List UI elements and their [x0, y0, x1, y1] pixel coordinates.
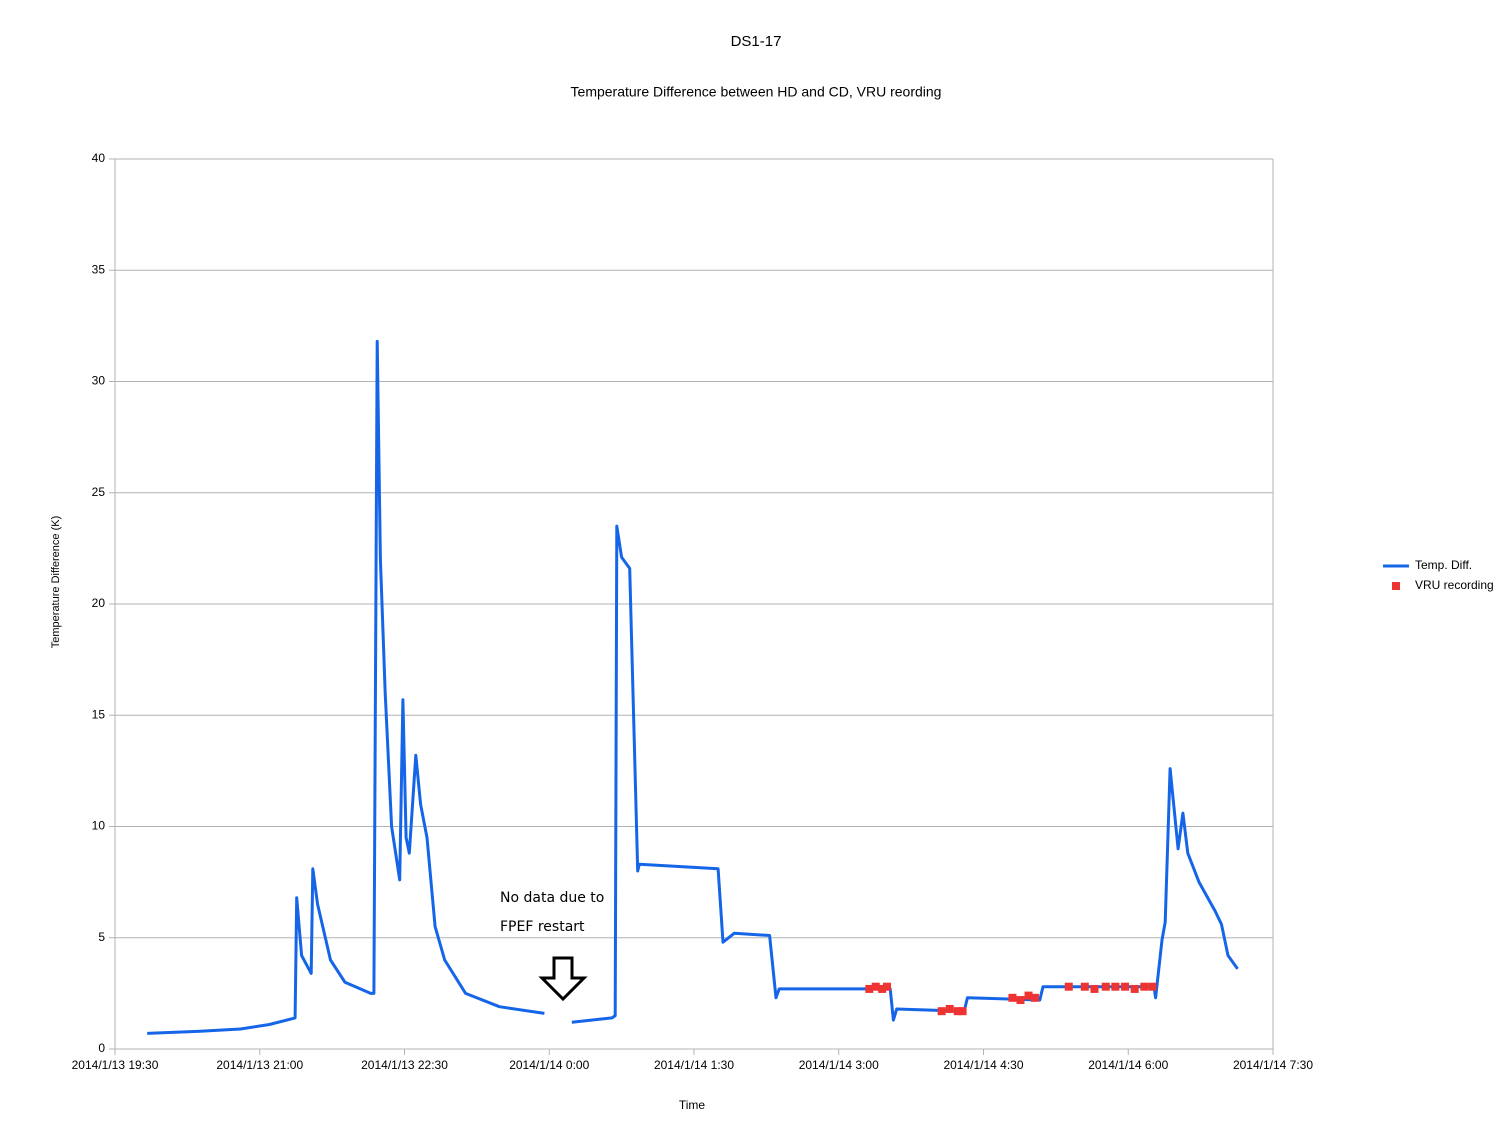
- data-point: [1030, 993, 1039, 1002]
- data-point: [945, 1004, 954, 1013]
- data-point: [1140, 982, 1149, 991]
- x-tick-label: 2014/1/14 3:00: [799, 1058, 879, 1072]
- y-tick-label: 15: [92, 707, 106, 721]
- annotation: No data due to: [500, 890, 604, 906]
- data-point: [1024, 991, 1033, 1000]
- chart-subtitle: Temperature Difference between HD and CD…: [571, 84, 942, 100]
- y-tick-label: 40: [92, 151, 106, 165]
- data-point: [1130, 984, 1139, 993]
- data-point: [1008, 993, 1017, 1002]
- y-tick-label: 10: [92, 819, 106, 833]
- data-point: [958, 1007, 967, 1016]
- data-point: [1080, 982, 1089, 991]
- y-tick-label: 30: [92, 374, 106, 388]
- y-tick-label: 0: [98, 1041, 105, 1055]
- annotation: FPEF restart: [500, 919, 585, 935]
- data-point: [1111, 982, 1120, 991]
- x-tick-label: 2014/1/14 1:30: [654, 1058, 734, 1072]
- x-tick-label: 2014/1/14 7:30: [1233, 1058, 1313, 1072]
- data-point: [1064, 982, 1073, 991]
- data-line: [147, 339, 1239, 1035]
- x-tick-label: 2014/1/14 4:30: [943, 1058, 1023, 1072]
- data-point: [871, 982, 880, 991]
- data-point: [1121, 982, 1130, 991]
- y-tick-label: 20: [92, 596, 106, 610]
- data-point: [937, 1007, 946, 1016]
- data-point: [1090, 984, 1099, 993]
- x-tick-label: 2014/1/13 19:30: [72, 1058, 159, 1072]
- legend-swatch: [1392, 582, 1400, 590]
- y-tick-label: 35: [92, 262, 106, 276]
- data-point: [953, 1007, 962, 1016]
- data-point: [1101, 982, 1110, 991]
- legend-label: Temp. Diff.: [1415, 558, 1472, 572]
- y-tick-label: 5: [98, 930, 105, 944]
- data-point: [1016, 996, 1025, 1005]
- x-tick-label: 2014/1/14 0:00: [509, 1058, 589, 1072]
- y-axis-label: Temperature Difference (K): [50, 516, 62, 648]
- y-tick-label: 25: [92, 485, 106, 499]
- data-point: [1148, 982, 1157, 991]
- x-tick-label: 2014/1/13 21:00: [216, 1058, 303, 1072]
- x-tick-label: 2014/1/14 6:00: [1088, 1058, 1168, 1072]
- x-axis-label: Time: [679, 1098, 706, 1112]
- chart-title: DS1-17: [731, 33, 782, 50]
- data-point: [878, 984, 887, 993]
- data-point: [883, 982, 891, 991]
- legend-label: VRU recording: [1415, 578, 1494, 592]
- annotation-arrow: [538, 956, 588, 1002]
- x-tick-label: 2014/1/13 22:30: [361, 1058, 448, 1072]
- data-point: [865, 984, 874, 993]
